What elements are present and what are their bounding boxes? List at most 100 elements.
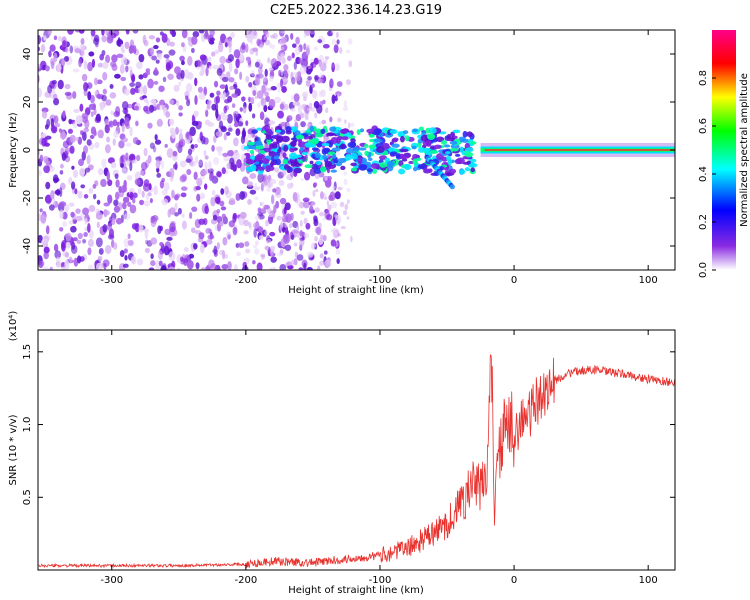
spectrogram-cell	[172, 150, 178, 157]
spectrogram-cell	[277, 86, 281, 94]
spectrogram-cell	[205, 66, 209, 77]
spectrogram-cell	[165, 62, 171, 72]
spectrogram-cell	[89, 134, 95, 140]
spectrogram-cell	[228, 62, 233, 73]
spectrogram-cell	[156, 172, 162, 178]
spectrogram-cell	[137, 187, 142, 195]
spectrogram-cell	[272, 247, 275, 252]
spectrogram-cell	[69, 146, 75, 154]
spectrogram-cell	[320, 166, 327, 173]
spectrogram-cell	[295, 46, 301, 56]
spectrogram-cell	[313, 167, 322, 175]
spectrogram-cell	[341, 136, 349, 141]
spectrogram-cell	[126, 175, 133, 181]
spectrogram-heatmap	[38, 30, 675, 270]
spectrogram-cell	[277, 110, 285, 119]
spectrogram-cell	[64, 91, 72, 96]
spectrogram-cell	[43, 251, 49, 260]
spectrogram-cell	[305, 44, 311, 48]
spectrogram-cell	[72, 121, 78, 129]
spectrogram-cell	[263, 104, 268, 113]
spectrogram-cell	[47, 30, 52, 36]
spectrogram-cell	[358, 147, 367, 151]
spectrogram-cell	[191, 35, 198, 45]
spectrogram-cell	[145, 194, 150, 200]
spectrogram-cell	[179, 160, 187, 168]
spectrogram-cell	[191, 120, 199, 127]
spectrogram-cell	[245, 248, 251, 254]
spectrogram-cell	[336, 39, 340, 45]
spectrogram-cell	[206, 99, 212, 106]
spectrogram-cell	[48, 50, 52, 58]
spectrogram-cell	[136, 258, 144, 266]
spectrogram-cell	[159, 180, 165, 189]
spectrogram-cell	[373, 128, 382, 136]
spectrogram-cell	[227, 54, 235, 62]
spectrogram-cell	[73, 169, 79, 179]
x-tick-label: -300	[100, 275, 123, 286]
spectrogram-cell	[129, 126, 133, 137]
spectrogram-cell	[396, 154, 401, 158]
spectrogram-cell	[174, 202, 178, 211]
spectrogram-cell	[75, 208, 81, 214]
spectrogram-cell	[80, 184, 86, 189]
spectrogram-cell	[308, 135, 314, 140]
spectrogram-cell	[267, 130, 274, 136]
spectrogram-cell	[350, 167, 358, 172]
spectrogram-cell	[303, 96, 307, 102]
spectrogram-cell	[231, 93, 239, 98]
spectrogram-cell	[40, 44, 46, 53]
spectrogram-cell	[123, 248, 128, 254]
spectrogram-cell	[466, 131, 473, 137]
spectrogram-cell	[440, 140, 448, 145]
spectrogram-cell	[74, 188, 78, 195]
spectrogram-cell	[268, 213, 273, 218]
spectrogram-cell	[158, 54, 163, 60]
spectrogram-cell	[279, 263, 287, 270]
spectrogram-cell	[243, 145, 249, 150]
spectrogram-cell	[74, 48, 81, 54]
spectrogram-cell	[300, 177, 304, 182]
spectrogram-cell	[265, 95, 270, 103]
spectrogram-cell	[272, 188, 277, 193]
spectrogram-cell	[148, 35, 156, 40]
spectrogram-cell	[150, 260, 156, 267]
spectrogram-cell	[403, 163, 412, 171]
spectrogram-cell	[213, 245, 218, 255]
spectrogram-cell	[125, 65, 129, 73]
spectrogram-cell	[415, 157, 422, 162]
spectrogram-cell	[307, 64, 312, 70]
spectrogram-cell	[255, 49, 259, 57]
spectrogram-cell	[159, 99, 166, 106]
spectrogram-cell	[59, 201, 67, 207]
spectrogram-cell	[64, 146, 70, 156]
spectrogram-cell	[167, 73, 174, 80]
spectrogram-cell	[314, 112, 318, 119]
spectrogram-cell	[181, 186, 188, 191]
spectrogram-cell	[271, 44, 275, 50]
spectrogram-cell	[201, 135, 206, 145]
spectrogram-cell	[231, 103, 236, 108]
spectrogram-cell	[346, 147, 355, 154]
spectrogram-cell	[101, 35, 108, 43]
spectrogram-cell	[235, 193, 241, 201]
spectrogram-cell	[350, 152, 358, 160]
spectrogram-cell	[346, 216, 350, 220]
spectrogram-cell	[294, 130, 301, 137]
spectrogram-cell	[468, 163, 478, 168]
spectrogram-cell	[219, 84, 226, 89]
spectrogram-cell	[50, 190, 55, 200]
spectrogram-cell	[221, 264, 229, 270]
spectrogram-cell	[318, 90, 323, 98]
spectrogram-cell	[250, 96, 255, 104]
spectrogram-cell	[290, 107, 296, 112]
spectrogram-cell	[239, 53, 244, 62]
spectrogram-cell	[143, 97, 148, 103]
spectrogram-cell	[249, 173, 257, 180]
spectrogram-cell	[109, 92, 117, 99]
spectrogram-cell	[148, 183, 152, 191]
spectrogram-cell	[306, 107, 312, 112]
spectrogram-cell	[157, 225, 162, 235]
spectrogram-cell	[161, 177, 165, 183]
spectrogram-cell	[459, 146, 464, 153]
